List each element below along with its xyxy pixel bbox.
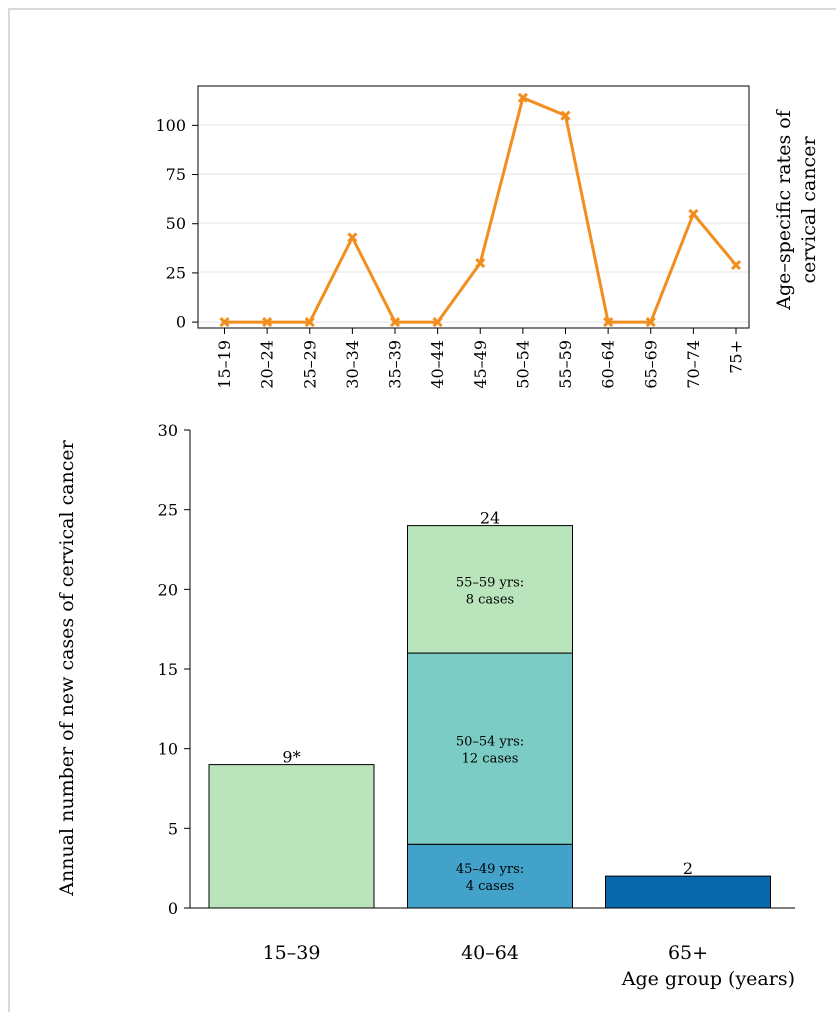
line-y-tick-label: 75 bbox=[166, 165, 186, 184]
bars: 9* 45–49 yrs: 4 cases 50–54 yrs: 12 cases 55–… bbox=[208, 509, 771, 909]
line-x-tick-label: 45–49 bbox=[471, 340, 490, 389]
line-x-tick-label: 50–54 bbox=[513, 340, 532, 389]
line-x-tick-label: 60–64 bbox=[599, 340, 618, 389]
bar-segment bbox=[407, 652, 573, 845]
segment-label: 8 cases bbox=[466, 592, 514, 607]
bar-segment bbox=[208, 764, 375, 909]
bar-y-tick-label: 5 bbox=[168, 819, 178, 838]
line-x-tick-label: 25–29 bbox=[300, 340, 319, 389]
segment-label: 45–49 yrs: bbox=[456, 862, 524, 877]
bar-total-label: 9* bbox=[282, 748, 300, 767]
line-x-tick-label: 65–69 bbox=[641, 340, 660, 389]
figure-frame bbox=[8, 8, 836, 1012]
line-y-tick-label: 50 bbox=[166, 214, 186, 233]
bar-y-tick-label: 25 bbox=[158, 501, 178, 520]
line-ylabel-line1: Age–specific rates of bbox=[773, 108, 795, 310]
bar-x-axis: 15–39 40–64 65+ bbox=[263, 942, 708, 964]
bar-y-tick-label: 0 bbox=[168, 899, 178, 918]
line-x-tick-label: 20–24 bbox=[258, 340, 277, 389]
line-point bbox=[645, 317, 656, 328]
line-point bbox=[389, 317, 401, 328]
bar-y-tick-label: 10 bbox=[158, 740, 178, 759]
bar-segment bbox=[605, 875, 771, 909]
line-y-tick-label: 25 bbox=[166, 263, 186, 282]
segment-label: 12 cases bbox=[462, 752, 519, 767]
bar-x-tick-label: 65+ bbox=[668, 942, 708, 964]
line-point bbox=[688, 208, 699, 219]
bar-total-label: 24 bbox=[480, 509, 500, 528]
line-y-tick-label: 0 bbox=[176, 313, 186, 332]
line-x-tick-label: 70–74 bbox=[684, 340, 703, 389]
bar-segment bbox=[407, 525, 573, 654]
bar-x-tick-label: 40–64 bbox=[461, 942, 519, 964]
line-plot-frame bbox=[197, 85, 750, 329]
bar-chart: 0 5 10 15 20 25 30 9* 45–49 yrs: 4 cases 50–54 yr… bbox=[56, 421, 795, 990]
line-point bbox=[517, 92, 528, 103]
line-x-tick-label: 15–19 bbox=[215, 340, 234, 389]
segment-label: 55–59 yrs: bbox=[456, 575, 524, 590]
line-x-tick-label: 30–34 bbox=[343, 340, 362, 389]
line-point bbox=[560, 110, 571, 121]
line-point bbox=[347, 232, 358, 243]
line-point bbox=[730, 259, 742, 271]
bar-ylabel: Annual number of new cases of cervical c… bbox=[56, 439, 78, 896]
line-x-tick-label: 40–44 bbox=[428, 340, 447, 389]
line-point bbox=[219, 317, 230, 328]
bar-segment bbox=[407, 843, 573, 909]
segment-label: 50–54 yrs: bbox=[456, 735, 524, 750]
line-x-tick-label: 75+ bbox=[727, 340, 746, 374]
line-y-tick-label: 100 bbox=[155, 116, 186, 135]
line-y-axis: 0 25 50 75 100 bbox=[155, 116, 198, 332]
line-point bbox=[603, 317, 614, 328]
line-point bbox=[432, 317, 443, 328]
line-x-tick-label: 35–39 bbox=[386, 340, 405, 389]
line-point bbox=[304, 317, 315, 328]
line-x-tick-label: 55–59 bbox=[556, 340, 575, 389]
bar-y-axis: 0 5 10 15 20 25 30 bbox=[158, 421, 190, 918]
line-ylabel-line2: cervical cancer bbox=[798, 136, 820, 284]
bar-y-tick-label: 20 bbox=[158, 580, 178, 599]
line-markers bbox=[219, 92, 742, 328]
line-x-axis: 15–19 20–24 25–29 30–34 35–39 40–44 45–49 50–54… bbox=[215, 328, 746, 389]
line-chart: 0 25 50 75 100 15–19 20–24 25–29 30–34 35–39 40–4… bbox=[155, 85, 820, 389]
bar-x-tick-label: 15–39 bbox=[263, 942, 321, 964]
bar-xlabel: Age group (years) bbox=[621, 968, 795, 990]
bar-y-tick-label: 30 bbox=[158, 421, 178, 440]
bar-y-tick-label: 15 bbox=[158, 660, 178, 679]
segment-label: 4 cases bbox=[466, 879, 514, 894]
bar-total-label: 2 bbox=[683, 859, 693, 878]
line-point bbox=[475, 258, 486, 269]
line-point bbox=[262, 317, 273, 328]
line-series-path bbox=[224, 96, 738, 324]
